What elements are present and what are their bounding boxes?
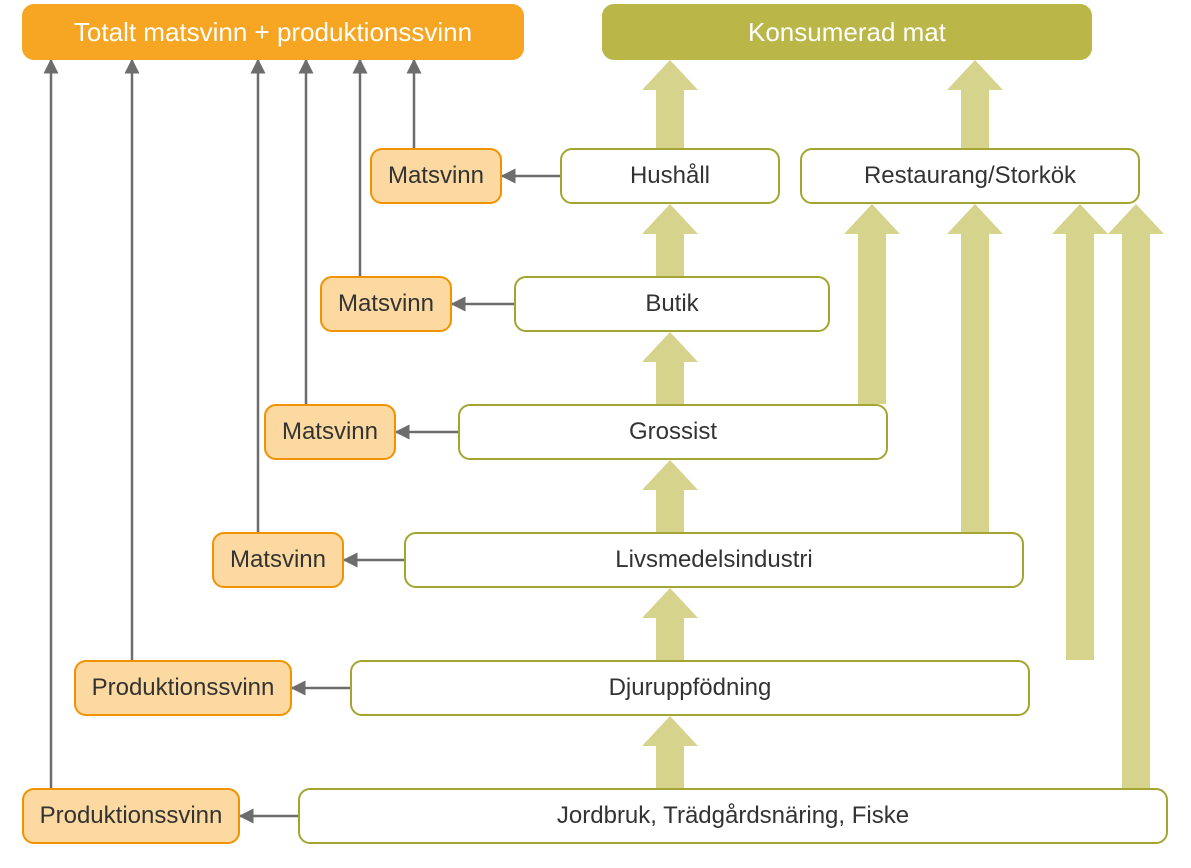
olive-flow-arrow	[642, 460, 698, 532]
node-label: Matsvinn	[388, 162, 484, 190]
node-total_waste: Totalt matsvinn + produktionssvinn	[22, 4, 524, 60]
node-matsvinn_2: Matsvinn	[320, 276, 452, 332]
node-label: Produktionssvinn	[40, 802, 223, 830]
node-label: Restaurang/Storkök	[864, 162, 1076, 190]
node-prodsvinn_2: Produktionssvinn	[22, 788, 240, 844]
olive-flow-arrow	[1052, 204, 1108, 660]
olive-flow-arrow	[642, 716, 698, 788]
olive-flow-arrow	[844, 204, 900, 404]
olive-flow-arrow	[642, 60, 698, 148]
node-label: Totalt matsvinn + produktionssvinn	[74, 17, 472, 48]
olive-flow-arrow	[947, 60, 1003, 148]
node-label: Grossist	[629, 418, 717, 446]
node-label: Jordbruk, Trädgårdsnäring, Fiske	[557, 802, 909, 830]
node-label: Hushåll	[630, 162, 710, 190]
node-label: Produktionssvinn	[92, 674, 275, 702]
node-industri: Livsmedelsindustri	[404, 532, 1024, 588]
olive-flow-arrow	[947, 204, 1003, 532]
node-jordbruk: Jordbruk, Trädgårdsnäring, Fiske	[298, 788, 1168, 844]
node-label: Livsmedelsindustri	[615, 546, 812, 574]
node-consumed: Konsumerad mat	[602, 4, 1092, 60]
node-label: Matsvinn	[230, 546, 326, 574]
node-matsvinn_3: Matsvinn	[264, 404, 396, 460]
node-hushall: Hushåll	[560, 148, 780, 204]
node-grossist: Grossist	[458, 404, 888, 460]
node-label: Djuruppfödning	[609, 674, 772, 702]
node-djur: Djuruppfödning	[350, 660, 1030, 716]
node-matsvinn_4: Matsvinn	[212, 532, 344, 588]
olive-flow-arrow	[642, 588, 698, 660]
node-matsvinn_1: Matsvinn	[370, 148, 502, 204]
node-label: Matsvinn	[282, 418, 378, 446]
node-label: Konsumerad mat	[748, 17, 946, 48]
olive-flow-arrow	[642, 204, 698, 276]
olive-flow-arrow	[1108, 204, 1164, 788]
olive-flow-arrow	[642, 332, 698, 404]
node-butik: Butik	[514, 276, 830, 332]
node-restaurang: Restaurang/Storkök	[800, 148, 1140, 204]
node-label: Matsvinn	[338, 290, 434, 318]
node-prodsvinn_1: Produktionssvinn	[74, 660, 292, 716]
node-label: Butik	[645, 290, 698, 318]
